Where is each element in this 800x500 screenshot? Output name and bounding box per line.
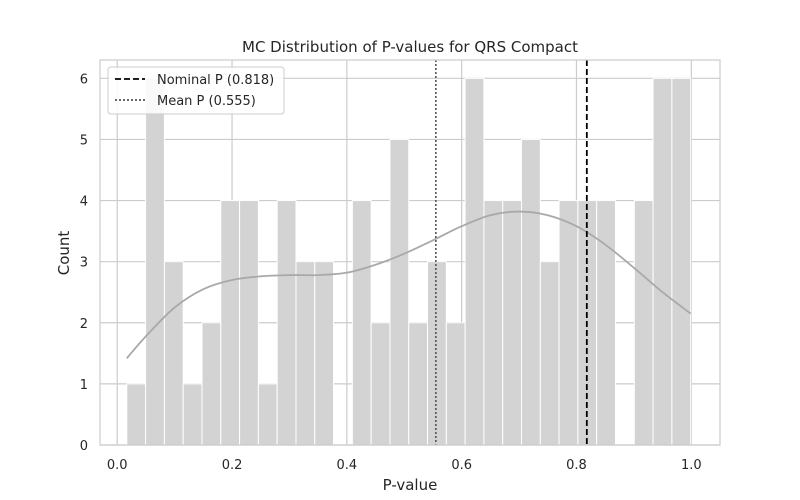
reference-lines: [435, 60, 588, 445]
legend: Nominal P (0.818) Mean P (0.555): [107, 66, 285, 115]
histogram-bar: [126, 383, 147, 446]
histogram-bar: [163, 261, 184, 446]
chart-title: MC Distribution of P-values for QRS Comp…: [242, 38, 578, 56]
y-tick-label: 1: [80, 378, 88, 393]
plot-frame: [99, 59, 721, 446]
histogram-bar: [652, 77, 673, 446]
histogram-bar: [239, 200, 259, 446]
x-tick-label: 0.6: [451, 458, 472, 473]
histogram-bar: [483, 200, 504, 446]
histogram-bar: [295, 261, 316, 446]
x-tick-label: 0.2: [222, 458, 243, 473]
histogram-bar: [671, 77, 692, 446]
legend-box: [107, 66, 285, 115]
histogram-bar: [351, 200, 372, 446]
x-tick-label: 1.0: [681, 458, 702, 473]
histogram-bar: [220, 200, 241, 446]
y-tick-label: 4: [80, 195, 88, 210]
histogram-bars: [126, 77, 692, 446]
histogram-bar: [389, 138, 410, 446]
x-axis-label: P-value: [383, 476, 438, 494]
y-tick-label: 3: [80, 256, 88, 271]
histogram-bar: [596, 200, 616, 446]
kde-curve-group: [126, 210, 692, 359]
histogram-bar: [257, 383, 278, 446]
y-tick-label: 5: [80, 133, 88, 148]
histogram-bar: [314, 261, 335, 446]
histogram-bar: [408, 322, 429, 446]
histogram-bar: [520, 138, 541, 446]
histogram-bar: [201, 322, 222, 446]
histogram-bar: [445, 322, 466, 446]
histogram-bar: [370, 322, 391, 446]
histogram-bar: [633, 200, 654, 446]
histogram-bar: [502, 200, 522, 446]
y-tick-label: 2: [80, 317, 88, 332]
y-tick-labels: 0 1 2 3 4 5 6: [80, 72, 88, 454]
x-tick-label: 0.8: [566, 458, 587, 473]
legend-label: Mean P (0.555): [157, 94, 256, 109]
kde-curve: [126, 210, 692, 359]
histogram-bar: [427, 261, 447, 446]
histogram-bar: [182, 383, 203, 446]
x-tick-label: 0.0: [107, 458, 128, 473]
legend-label: Nominal P (0.818): [157, 73, 274, 88]
histogram-bar: [539, 261, 560, 446]
x-tick-label: 0.4: [337, 458, 358, 473]
histogram-bar: [276, 200, 297, 446]
y-tick-label: 6: [80, 72, 88, 87]
x-tick-labels: 0.0 0.2 0.4 0.6 0.8 1.0: [107, 458, 702, 473]
histogram-bar: [464, 77, 485, 446]
histogram-bar: [145, 77, 165, 446]
histogram-bar: [558, 200, 579, 446]
y-axis-label: Count: [55, 231, 73, 276]
y-tick-label: 0: [80, 439, 88, 454]
